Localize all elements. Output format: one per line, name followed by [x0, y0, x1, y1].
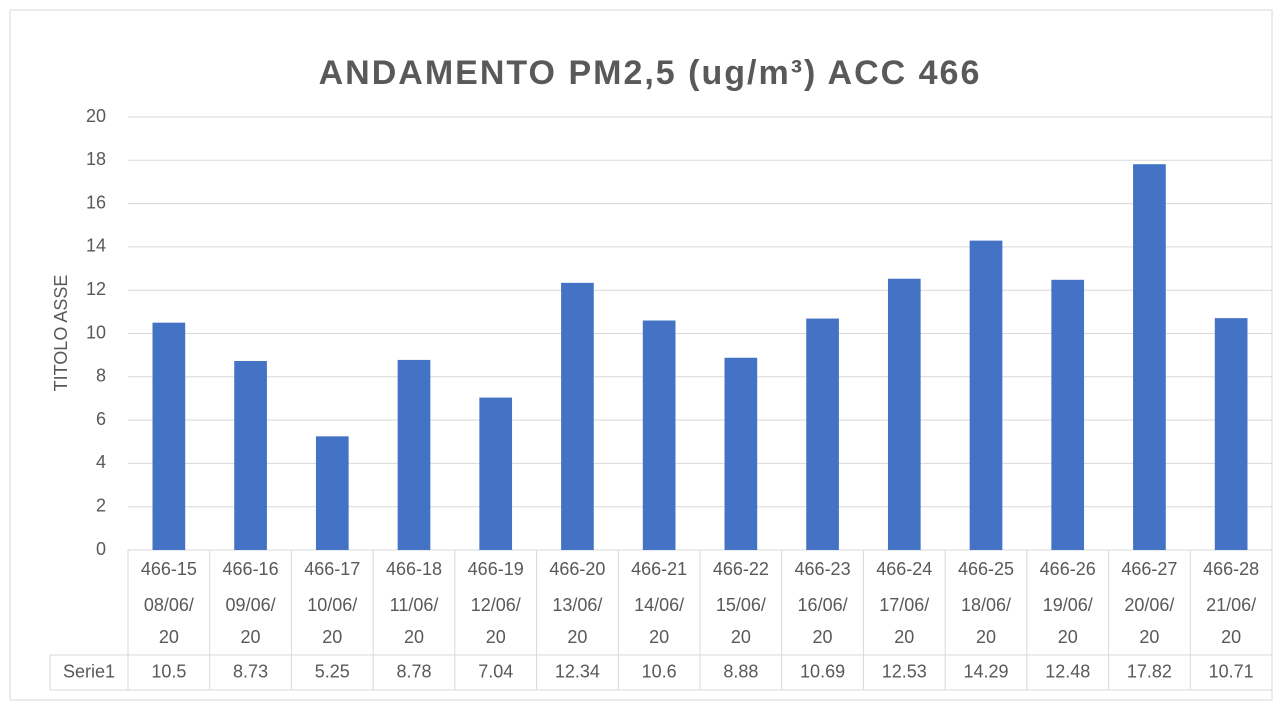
x-tick-label: 466-28: [1203, 559, 1259, 579]
bar: [1214, 318, 1248, 550]
x-tick-label: 466-22: [713, 559, 769, 579]
x-tick-date: 08/06/20: [144, 595, 194, 647]
bar: [561, 282, 594, 550]
data-table-value: 8.88: [723, 661, 758, 681]
x-tick-label: 466-20: [549, 559, 605, 579]
x-tick-date: 15/06/20: [716, 595, 766, 647]
x-tick-label: 466-25: [958, 559, 1014, 579]
bar: [234, 360, 267, 550]
y-tick-label: 10: [86, 322, 106, 342]
data-table-value: 14.29: [963, 661, 1008, 681]
x-tick-label: 466-17: [304, 559, 360, 579]
y-tick-label: 20: [86, 106, 106, 126]
bar: [806, 318, 839, 550]
data-table-value: 12.53: [882, 661, 927, 681]
data-table-value: 5.25: [315, 661, 350, 681]
x-tick-date: 21/06/20: [1206, 595, 1256, 647]
x-tick-date: 19/06/20: [1043, 595, 1093, 647]
data-table-value: 7.04: [478, 661, 513, 681]
data-table-value: 17.82: [1127, 661, 1172, 681]
x-tick-label: 466-26: [1040, 559, 1096, 579]
x-tick-date: 20/06/20: [1124, 595, 1174, 647]
x-tick-label: 466-16: [223, 559, 279, 579]
bar: [479, 397, 513, 550]
y-tick-label: 2: [96, 495, 106, 515]
x-tick-date: 11/06/20: [390, 595, 439, 647]
x-tick-date: 09/06/20: [226, 595, 276, 647]
bar: [969, 240, 1003, 550]
data-table-value: 10.69: [800, 661, 845, 681]
data-table-value: 12.34: [555, 661, 600, 681]
chart-title: ANDAMENTO PM2,5 (ug/m³) ACC 466: [319, 54, 982, 92]
y-tick-label: 0: [96, 539, 106, 559]
y-tick-label: 16: [86, 192, 106, 212]
y-tick-label: 6: [96, 409, 106, 429]
x-tick-label: 466-23: [795, 559, 851, 579]
x-tick-label: 466-18: [386, 559, 442, 579]
data-table-value: 8.78: [396, 661, 431, 681]
bar: [887, 278, 921, 550]
x-tick-date: 14/06/20: [634, 595, 684, 647]
data-table-value: 10.71: [1209, 661, 1254, 681]
x-tick-date: 12/06/20: [471, 595, 521, 647]
bar: [152, 322, 186, 550]
bar: [1133, 164, 1166, 550]
bar: [1051, 279, 1085, 550]
bar: [724, 357, 758, 550]
x-tick-date: 13/06/20: [552, 595, 602, 647]
x-tick-label: 466-21: [631, 559, 687, 579]
x-tick-label: 466-19: [468, 559, 524, 579]
data-table-value: 10.5: [151, 661, 186, 681]
y-tick-label: 12: [86, 279, 106, 299]
legend-label: Serie1: [63, 661, 115, 681]
x-tick-date: 17/06/20: [879, 595, 929, 647]
x-tick-label: 466-15: [141, 559, 197, 579]
x-tick-date: 18/06/20: [961, 595, 1011, 647]
bar: [397, 359, 431, 550]
data-table-value: 8.73: [233, 661, 268, 681]
bar: [642, 320, 676, 550]
x-tick-date: 16/06/20: [798, 595, 848, 647]
x-tick-label: 466-24: [876, 559, 932, 579]
bar: [315, 436, 349, 550]
y-axis-title: TITOLO ASSE: [51, 275, 71, 392]
x-tick-date: 10/06/20: [307, 595, 357, 647]
y-tick-label: 4: [96, 452, 106, 472]
y-tick-label: 14: [86, 236, 106, 256]
data-table-value: 10.6: [642, 661, 677, 681]
data-table-value: 12.48: [1045, 661, 1090, 681]
y-tick-label: 8: [96, 366, 106, 386]
y-tick-label: 18: [86, 149, 106, 169]
x-tick-label: 466-27: [1121, 559, 1177, 579]
